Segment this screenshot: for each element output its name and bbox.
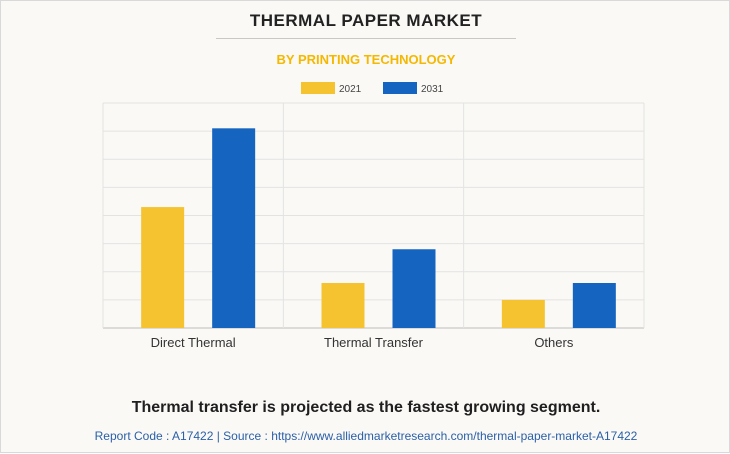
bar-2021-thermal-transfer bbox=[321, 283, 365, 328]
x-tick-label: Direct Thermal bbox=[151, 335, 236, 350]
chart-title: THERMAL PAPER MARKET bbox=[249, 11, 483, 30]
legend-swatch bbox=[301, 82, 335, 94]
bar-2031-others bbox=[572, 283, 616, 328]
bar-2031-direct-thermal bbox=[212, 128, 256, 328]
legend-swatch bbox=[383, 82, 417, 94]
chart-caption: Thermal transfer is projected as the fas… bbox=[131, 399, 601, 416]
chart-subtitle: BY PRINTING TECHNOLOGY bbox=[276, 52, 456, 67]
report-source-footer: Report Code : A17422 | Source : https://… bbox=[94, 429, 638, 443]
bar-2021-direct-thermal bbox=[141, 207, 185, 328]
bar-2021-others bbox=[501, 299, 545, 328]
bar-2031-thermal-transfer bbox=[392, 249, 436, 328]
legend-label: 2031 bbox=[421, 84, 444, 95]
legend-label: 2021 bbox=[339, 84, 362, 95]
x-tick-label: Others bbox=[534, 335, 574, 350]
title-divider bbox=[216, 38, 516, 39]
x-tick-label: Thermal Transfer bbox=[324, 335, 424, 350]
